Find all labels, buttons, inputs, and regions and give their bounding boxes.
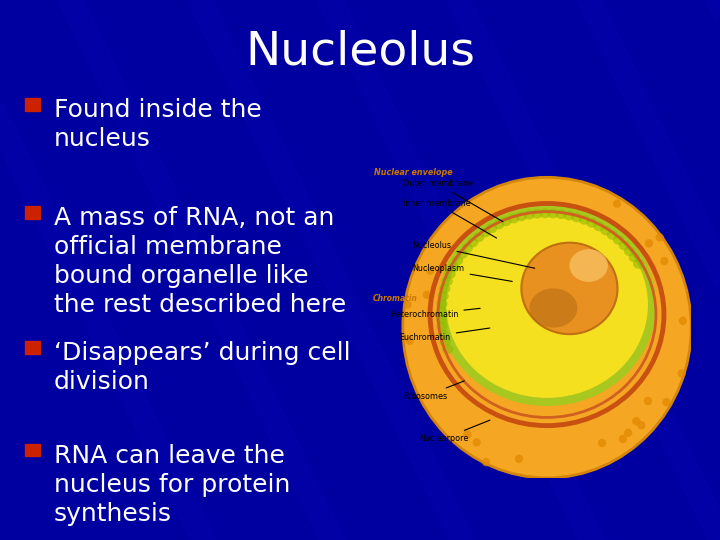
Ellipse shape: [570, 249, 608, 282]
Circle shape: [624, 429, 632, 437]
Text: A mass of RNA, not an
official membrane
bound organelle like
the rest described : A mass of RNA, not an official membrane …: [54, 206, 346, 316]
Text: Nuclear envelope: Nuclear envelope: [374, 167, 453, 177]
Circle shape: [565, 273, 572, 280]
Ellipse shape: [516, 212, 527, 221]
Circle shape: [645, 239, 653, 248]
Text: Inner membrane: Inner membrane: [403, 199, 497, 238]
Circle shape: [515, 455, 523, 463]
Circle shape: [463, 430, 472, 438]
Ellipse shape: [613, 235, 624, 245]
Ellipse shape: [539, 208, 551, 218]
Ellipse shape: [452, 255, 463, 265]
Ellipse shape: [436, 307, 447, 316]
FancyBboxPatch shape: [25, 341, 40, 354]
Ellipse shape: [446, 212, 648, 398]
Circle shape: [426, 266, 434, 275]
Ellipse shape: [633, 259, 644, 269]
Ellipse shape: [564, 211, 575, 220]
Circle shape: [655, 233, 664, 242]
Ellipse shape: [480, 227, 490, 238]
Ellipse shape: [624, 246, 635, 256]
Ellipse shape: [448, 262, 459, 272]
Ellipse shape: [441, 276, 453, 286]
Ellipse shape: [508, 214, 519, 224]
FancyBboxPatch shape: [25, 444, 40, 456]
Circle shape: [403, 300, 412, 309]
Circle shape: [528, 297, 535, 304]
Ellipse shape: [473, 232, 485, 242]
Ellipse shape: [548, 208, 559, 218]
Circle shape: [423, 291, 431, 299]
FancyBboxPatch shape: [25, 98, 40, 111]
Ellipse shape: [486, 224, 498, 233]
Ellipse shape: [556, 210, 567, 219]
Text: Ribosomes: Ribosomes: [403, 381, 464, 401]
Text: RNA can leave the
nucleus for protein
synthesis: RNA can leave the nucleus for protein sy…: [54, 444, 290, 525]
FancyBboxPatch shape: [25, 206, 40, 219]
Ellipse shape: [593, 221, 605, 231]
Ellipse shape: [403, 177, 691, 478]
Circle shape: [644, 397, 652, 406]
Ellipse shape: [523, 210, 535, 220]
Circle shape: [613, 199, 621, 208]
Text: Chromatin: Chromatin: [372, 294, 417, 303]
Text: Outer membrane: Outer membrane: [403, 179, 503, 222]
Text: Found inside the
nucleus: Found inside the nucleus: [54, 98, 262, 151]
Circle shape: [450, 327, 457, 335]
Ellipse shape: [436, 314, 447, 324]
Ellipse shape: [600, 226, 611, 235]
Ellipse shape: [493, 220, 504, 229]
Circle shape: [678, 369, 685, 377]
Ellipse shape: [467, 238, 478, 247]
Circle shape: [660, 257, 668, 265]
Circle shape: [539, 369, 546, 376]
Ellipse shape: [440, 337, 451, 347]
Text: Nucleolus: Nucleolus: [245, 30, 475, 75]
Circle shape: [637, 421, 646, 429]
Text: ‘Disappears’ during cell
division: ‘Disappears’ during cell division: [54, 341, 351, 394]
Ellipse shape: [444, 269, 456, 279]
Circle shape: [535, 233, 542, 240]
Ellipse shape: [579, 215, 590, 225]
Circle shape: [598, 439, 606, 447]
Ellipse shape: [607, 230, 618, 240]
Circle shape: [482, 458, 490, 467]
Text: Nucleoplasm: Nucleoplasm: [413, 264, 512, 281]
Ellipse shape: [629, 253, 640, 262]
Ellipse shape: [439, 284, 451, 293]
Ellipse shape: [462, 243, 473, 253]
Circle shape: [662, 398, 670, 407]
Ellipse shape: [438, 291, 449, 301]
Ellipse shape: [529, 288, 577, 328]
Ellipse shape: [438, 329, 449, 339]
Circle shape: [472, 438, 481, 447]
Text: Nuclearpore: Nuclearpore: [419, 420, 490, 443]
Circle shape: [632, 417, 641, 426]
Circle shape: [460, 301, 467, 308]
Ellipse shape: [456, 249, 468, 259]
Ellipse shape: [531, 209, 543, 219]
Circle shape: [618, 435, 627, 443]
Text: Heterochromatin: Heterochromatin: [390, 308, 480, 319]
Ellipse shape: [521, 242, 618, 334]
Circle shape: [405, 336, 414, 345]
Ellipse shape: [436, 299, 448, 308]
Ellipse shape: [586, 218, 598, 228]
Ellipse shape: [618, 240, 630, 250]
Circle shape: [679, 316, 687, 325]
Text: Euchromatin: Euchromatin: [400, 328, 490, 342]
Text: Nucleolus: Nucleolus: [413, 241, 535, 268]
Ellipse shape: [571, 213, 582, 222]
Ellipse shape: [500, 217, 512, 226]
Circle shape: [579, 359, 586, 366]
Ellipse shape: [442, 345, 454, 354]
Ellipse shape: [436, 322, 448, 332]
Ellipse shape: [438, 204, 656, 406]
